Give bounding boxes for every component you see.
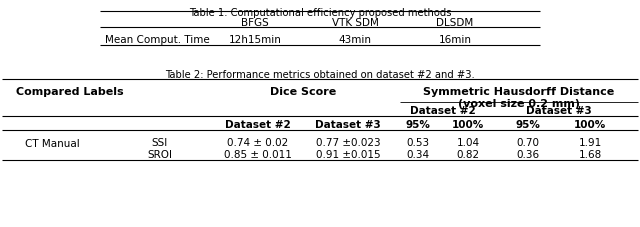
Text: Table 2: Performance metrics obtained on dataset #2 and #3.: Table 2: Performance metrics obtained on… [165,70,475,80]
Text: 95%: 95% [406,119,431,129]
Text: 0.70: 0.70 [516,137,540,147]
Text: CT Manual: CT Manual [25,138,80,148]
Text: Dataset #2: Dataset #2 [410,106,476,116]
Text: 12h15min: 12h15min [228,35,282,45]
Text: 0.74 ± 0.02: 0.74 ± 0.02 [227,137,289,147]
Text: 0.53: 0.53 [406,137,429,147]
Text: 95%: 95% [516,119,540,129]
Text: 0.82: 0.82 [456,149,479,159]
Text: 100%: 100% [452,119,484,129]
Text: 0.91 ±0.015: 0.91 ±0.015 [316,149,380,159]
Text: SSI: SSI [152,137,168,147]
Text: 0.77 ±0.023: 0.77 ±0.023 [316,137,380,147]
Text: 1.04: 1.04 [456,137,479,147]
Text: Table 1: Computational efficiency proposed methods: Table 1: Computational efficiency propos… [189,8,451,18]
Text: 1.68: 1.68 [579,149,602,159]
Text: DLSDM: DLSDM [436,18,474,28]
Text: Dataset #3: Dataset #3 [315,119,381,129]
Text: Dice Score: Dice Score [270,87,336,96]
Text: 0.85 ± 0.011: 0.85 ± 0.011 [224,149,292,159]
Text: Dataset #2: Dataset #2 [225,119,291,129]
Text: 100%: 100% [574,119,606,129]
Text: BFGS: BFGS [241,18,269,28]
Text: Mean Comput. Time: Mean Comput. Time [105,35,210,45]
Text: SROI: SROI [147,149,173,159]
Text: 0.36: 0.36 [516,149,540,159]
Text: 43min: 43min [339,35,371,45]
Text: 1.91: 1.91 [579,137,602,147]
Text: 0.34: 0.34 [406,149,429,159]
Text: Compared Labels: Compared Labels [16,87,124,96]
Text: VTK SDM: VTK SDM [332,18,378,28]
Text: Symmetric Hausdorff Distance
(voxel size 0.2 mm): Symmetric Hausdorff Distance (voxel size… [424,87,614,109]
Text: 16min: 16min [438,35,472,45]
Text: Dataset #3: Dataset #3 [526,106,592,116]
